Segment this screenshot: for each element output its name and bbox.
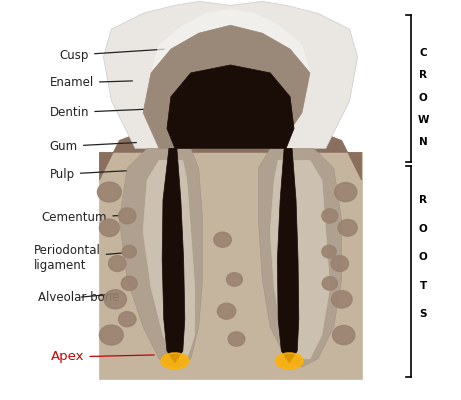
Ellipse shape xyxy=(104,290,126,309)
Text: Dentin: Dentin xyxy=(50,106,156,119)
Ellipse shape xyxy=(161,353,189,369)
Text: S: S xyxy=(420,310,427,319)
Text: O: O xyxy=(419,224,427,234)
Text: Gum: Gum xyxy=(50,140,136,153)
Ellipse shape xyxy=(118,208,136,224)
Ellipse shape xyxy=(335,182,357,202)
Ellipse shape xyxy=(275,353,303,369)
Polygon shape xyxy=(100,152,361,379)
Polygon shape xyxy=(119,148,203,367)
Ellipse shape xyxy=(226,273,242,286)
Text: Cusp: Cusp xyxy=(59,48,164,62)
Ellipse shape xyxy=(322,245,336,258)
Ellipse shape xyxy=(118,312,136,327)
Text: Pulp: Pulp xyxy=(50,168,172,181)
Ellipse shape xyxy=(332,326,355,344)
Ellipse shape xyxy=(121,276,137,290)
Text: N: N xyxy=(419,137,427,147)
Ellipse shape xyxy=(331,290,352,308)
Ellipse shape xyxy=(322,277,337,290)
Ellipse shape xyxy=(275,353,303,369)
Polygon shape xyxy=(143,160,195,359)
Ellipse shape xyxy=(97,182,121,202)
Polygon shape xyxy=(278,148,299,363)
Polygon shape xyxy=(162,148,185,363)
Polygon shape xyxy=(100,128,361,180)
Ellipse shape xyxy=(161,353,189,369)
Ellipse shape xyxy=(100,325,123,345)
Ellipse shape xyxy=(322,209,338,223)
Ellipse shape xyxy=(331,256,349,272)
Text: W: W xyxy=(417,115,429,125)
Ellipse shape xyxy=(100,219,119,236)
Text: O: O xyxy=(419,92,427,102)
Text: Enamel: Enamel xyxy=(50,76,132,89)
Ellipse shape xyxy=(228,332,245,346)
Text: Periodontal
ligament: Periodontal ligament xyxy=(34,244,136,272)
Text: C: C xyxy=(420,48,427,58)
Polygon shape xyxy=(103,1,358,148)
Text: R: R xyxy=(419,195,427,205)
Polygon shape xyxy=(270,160,330,359)
Polygon shape xyxy=(258,148,342,367)
Text: O: O xyxy=(419,252,427,262)
Text: Alveolar bone: Alveolar bone xyxy=(38,291,119,304)
Ellipse shape xyxy=(122,245,136,258)
Ellipse shape xyxy=(108,256,126,272)
Polygon shape xyxy=(167,65,294,148)
Polygon shape xyxy=(151,9,310,148)
Polygon shape xyxy=(143,25,310,148)
Ellipse shape xyxy=(338,220,357,236)
Text: R: R xyxy=(419,70,427,80)
Ellipse shape xyxy=(214,232,231,247)
Text: T: T xyxy=(420,281,427,291)
Text: Apex: Apex xyxy=(51,350,154,364)
Ellipse shape xyxy=(218,303,236,319)
Text: Cementum: Cementum xyxy=(42,211,148,224)
